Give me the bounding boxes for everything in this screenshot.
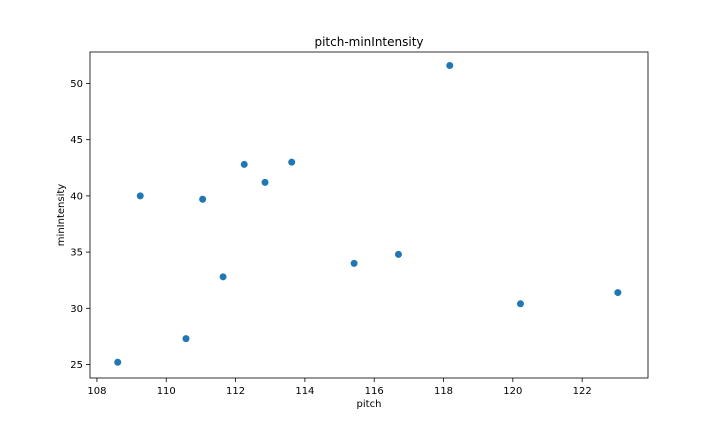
x-tick-label: 120 (503, 386, 522, 397)
chart-title: pitch-minIntensity (314, 35, 423, 49)
scatter-point (350, 259, 358, 267)
x-tick-label: 122 (573, 386, 592, 397)
scatter-point (114, 358, 122, 366)
scatter-point (219, 273, 227, 281)
y-tick-label: 45 (70, 135, 83, 146)
x-tick-label: 114 (295, 386, 314, 397)
scatter-point (394, 250, 402, 258)
data-points (114, 61, 622, 366)
scatter-point (516, 300, 524, 308)
x-tick-label: 112 (226, 386, 245, 397)
y-tick-label: 35 (70, 248, 83, 259)
y-axis-label: minIntensity (56, 184, 67, 246)
scatter-point (288, 158, 296, 166)
scatter-point (446, 61, 454, 69)
x-axis: 108 110 112 114 116 118 120 122 (87, 378, 592, 397)
scatter-point (136, 192, 144, 200)
scatter-point (199, 195, 207, 203)
y-axis: 25 30 35 40 45 50 (70, 79, 90, 371)
x-axis-label: pitch (357, 399, 382, 410)
x-tick-label: 110 (157, 386, 176, 397)
y-tick-label: 25 (70, 360, 83, 371)
scatter-point (614, 289, 622, 297)
scatter-point (240, 160, 248, 168)
y-tick-label: 50 (70, 79, 83, 90)
y-tick-label: 30 (70, 304, 83, 315)
scatter-point (261, 178, 269, 186)
y-tick-label: 40 (70, 191, 83, 202)
plot-area (89, 51, 649, 379)
x-tick-label: 108 (87, 386, 106, 397)
x-tick-label: 116 (365, 386, 384, 397)
scatter-point (182, 335, 190, 343)
x-tick-label: 118 (434, 386, 453, 397)
